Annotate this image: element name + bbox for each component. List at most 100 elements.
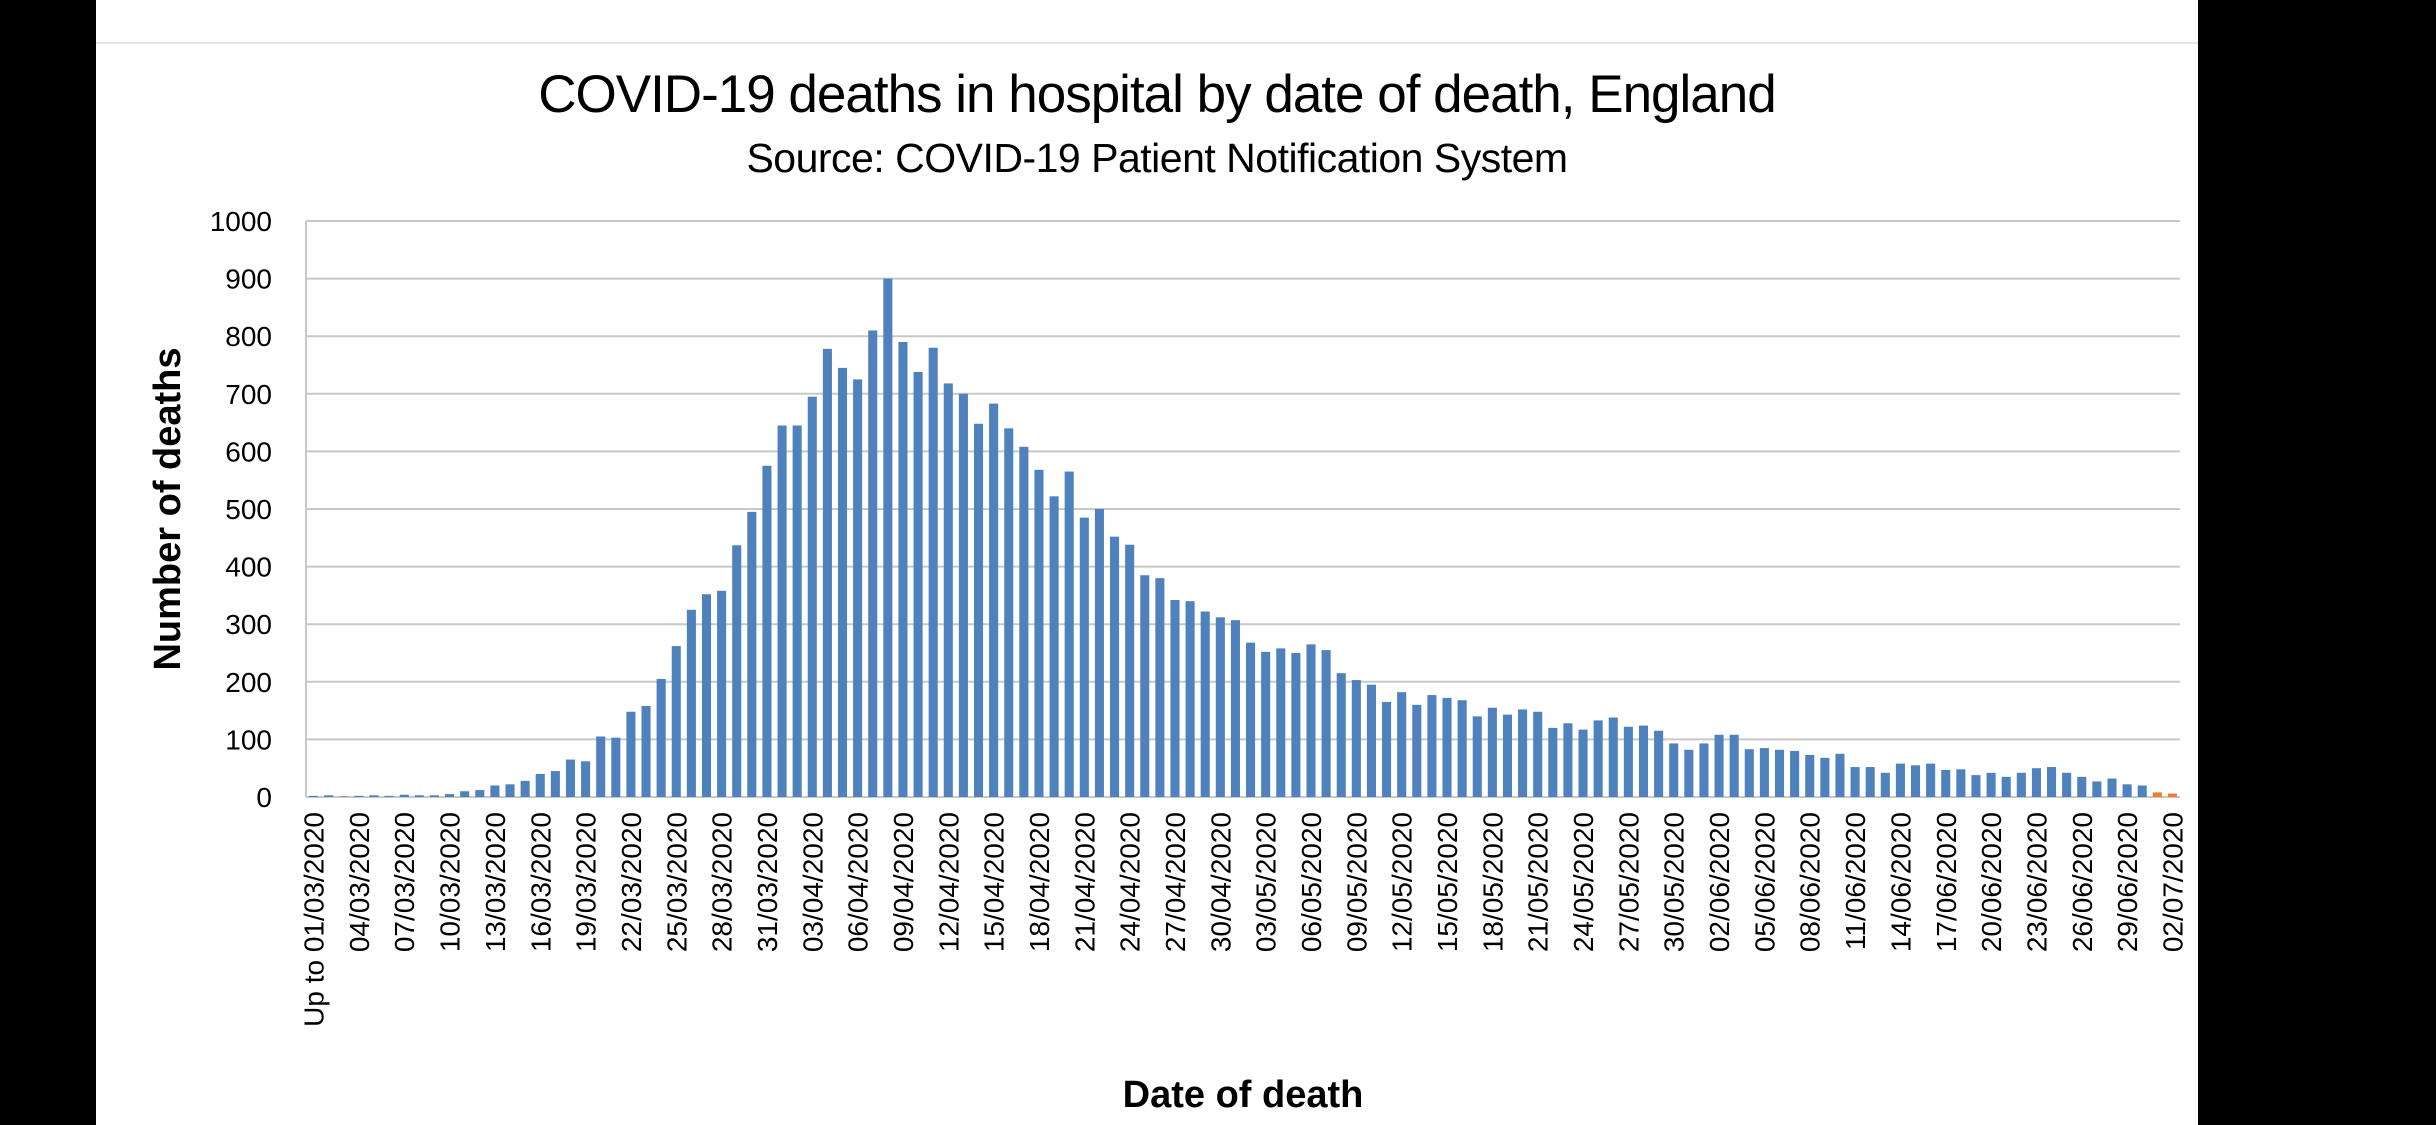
bar <box>1805 754 1815 797</box>
x-tick-label: 17/06/2020 <box>1931 812 1962 952</box>
bar <box>641 705 651 797</box>
bar <box>1004 428 1014 797</box>
bar <box>656 678 666 797</box>
x-tick-label: 30/04/2020 <box>1205 812 1236 952</box>
bar <box>807 396 817 797</box>
x-tick-label: 16/03/2020 <box>525 812 556 952</box>
x-tick-label: 02/06/2020 <box>1704 812 1735 952</box>
bar <box>2047 767 2057 797</box>
bar <box>1623 726 1633 797</box>
bar <box>429 795 439 797</box>
bar <box>1261 651 1271 797</box>
bar <box>520 780 530 797</box>
bar <box>1759 748 1769 797</box>
x-tick-label: 23/06/2020 <box>2021 812 2052 952</box>
bar <box>1669 743 1679 797</box>
y-tick-label: 800 <box>225 321 272 352</box>
x-tick-label: 25/03/2020 <box>661 812 692 952</box>
bar <box>611 737 621 797</box>
bar <box>1487 707 1497 797</box>
bar <box>1835 753 1845 797</box>
bar <box>853 379 863 797</box>
chart-subtitle: Source: COVID-19 Patient Notification Sy… <box>746 135 1567 181</box>
bar <box>1714 734 1724 797</box>
x-tick-label: 06/05/2020 <box>1296 812 1327 952</box>
bar <box>1880 772 1890 797</box>
bar <box>1246 642 1256 797</box>
bar <box>1412 704 1422 797</box>
chart-title: COVID-19 deaths in hospital by date of d… <box>538 65 1776 124</box>
bar <box>596 736 606 797</box>
x-tick-label: 09/05/2020 <box>1341 812 1372 952</box>
bar <box>1971 775 1981 797</box>
bar <box>1351 680 1361 797</box>
bar <box>928 347 938 797</box>
x-tick-label: Up to 01/03/2020 <box>299 812 330 1027</box>
bar <box>777 425 787 797</box>
bar <box>701 594 712 797</box>
bar <box>792 425 802 797</box>
bar <box>1774 749 1785 797</box>
bar <box>490 785 500 797</box>
x-tick-label: 21/05/2020 <box>1523 812 1554 952</box>
y-tick-label: 700 <box>225 379 272 410</box>
y-tick-label: 1000 <box>210 206 272 237</box>
bar <box>1200 611 1210 797</box>
bar <box>686 609 696 797</box>
bar <box>1790 750 1800 797</box>
bar <box>1125 544 1135 797</box>
x-tick-label: 21/04/2020 <box>1069 812 1100 952</box>
bar <box>868 330 878 797</box>
bar <box>1457 700 1467 797</box>
bar <box>1442 697 1452 797</box>
bar <box>1941 769 1951 797</box>
bar <box>958 393 968 797</box>
y-tick-label: 500 <box>225 494 272 525</box>
bar <box>2137 785 2147 797</box>
bar <box>1699 743 1709 797</box>
x-tick-label: 12/04/2020 <box>933 812 964 952</box>
bar <box>822 348 832 797</box>
bar <box>339 796 349 797</box>
bar <box>973 423 984 797</box>
bar <box>1366 684 1376 797</box>
bar <box>1170 600 1180 797</box>
bar <box>943 383 953 797</box>
bar <box>354 795 364 797</box>
x-tick-label: 03/05/2020 <box>1251 812 1282 952</box>
x-tick-label: 28/03/2020 <box>707 812 738 952</box>
bar <box>1049 496 1059 797</box>
bar <box>1019 446 1029 797</box>
bar <box>535 773 545 797</box>
bar <box>1094 509 1104 797</box>
x-tick-label: 08/06/2020 <box>1795 812 1826 952</box>
x-tick-label: 07/03/2020 <box>389 812 420 952</box>
bar <box>2092 781 2102 797</box>
bar <box>1578 729 1588 797</box>
bar <box>2152 792 2162 797</box>
bar <box>1563 723 1573 797</box>
bar <box>1276 648 1286 797</box>
bar <box>2122 784 2132 797</box>
y-tick-label: 900 <box>225 264 272 295</box>
bar <box>1306 644 1316 797</box>
x-tick-label: 31/03/2020 <box>752 812 783 952</box>
bar <box>475 790 485 797</box>
bar <box>399 794 409 797</box>
bar <box>1533 711 1543 797</box>
bar <box>1608 717 1618 797</box>
bar <box>324 795 334 797</box>
bar <box>414 795 424 797</box>
x-tick-label: 03/04/2020 <box>797 812 828 952</box>
bar <box>1502 714 1513 797</box>
bar <box>989 403 999 797</box>
y-tick-label: 300 <box>225 609 272 640</box>
bar <box>2016 772 2026 797</box>
bar <box>1910 765 1921 797</box>
x-tick-label: 30/05/2020 <box>1659 812 1690 952</box>
y-tick-label: 100 <box>225 724 272 755</box>
bar <box>883 278 893 798</box>
bar <box>2167 793 2177 797</box>
bar <box>837 367 848 797</box>
